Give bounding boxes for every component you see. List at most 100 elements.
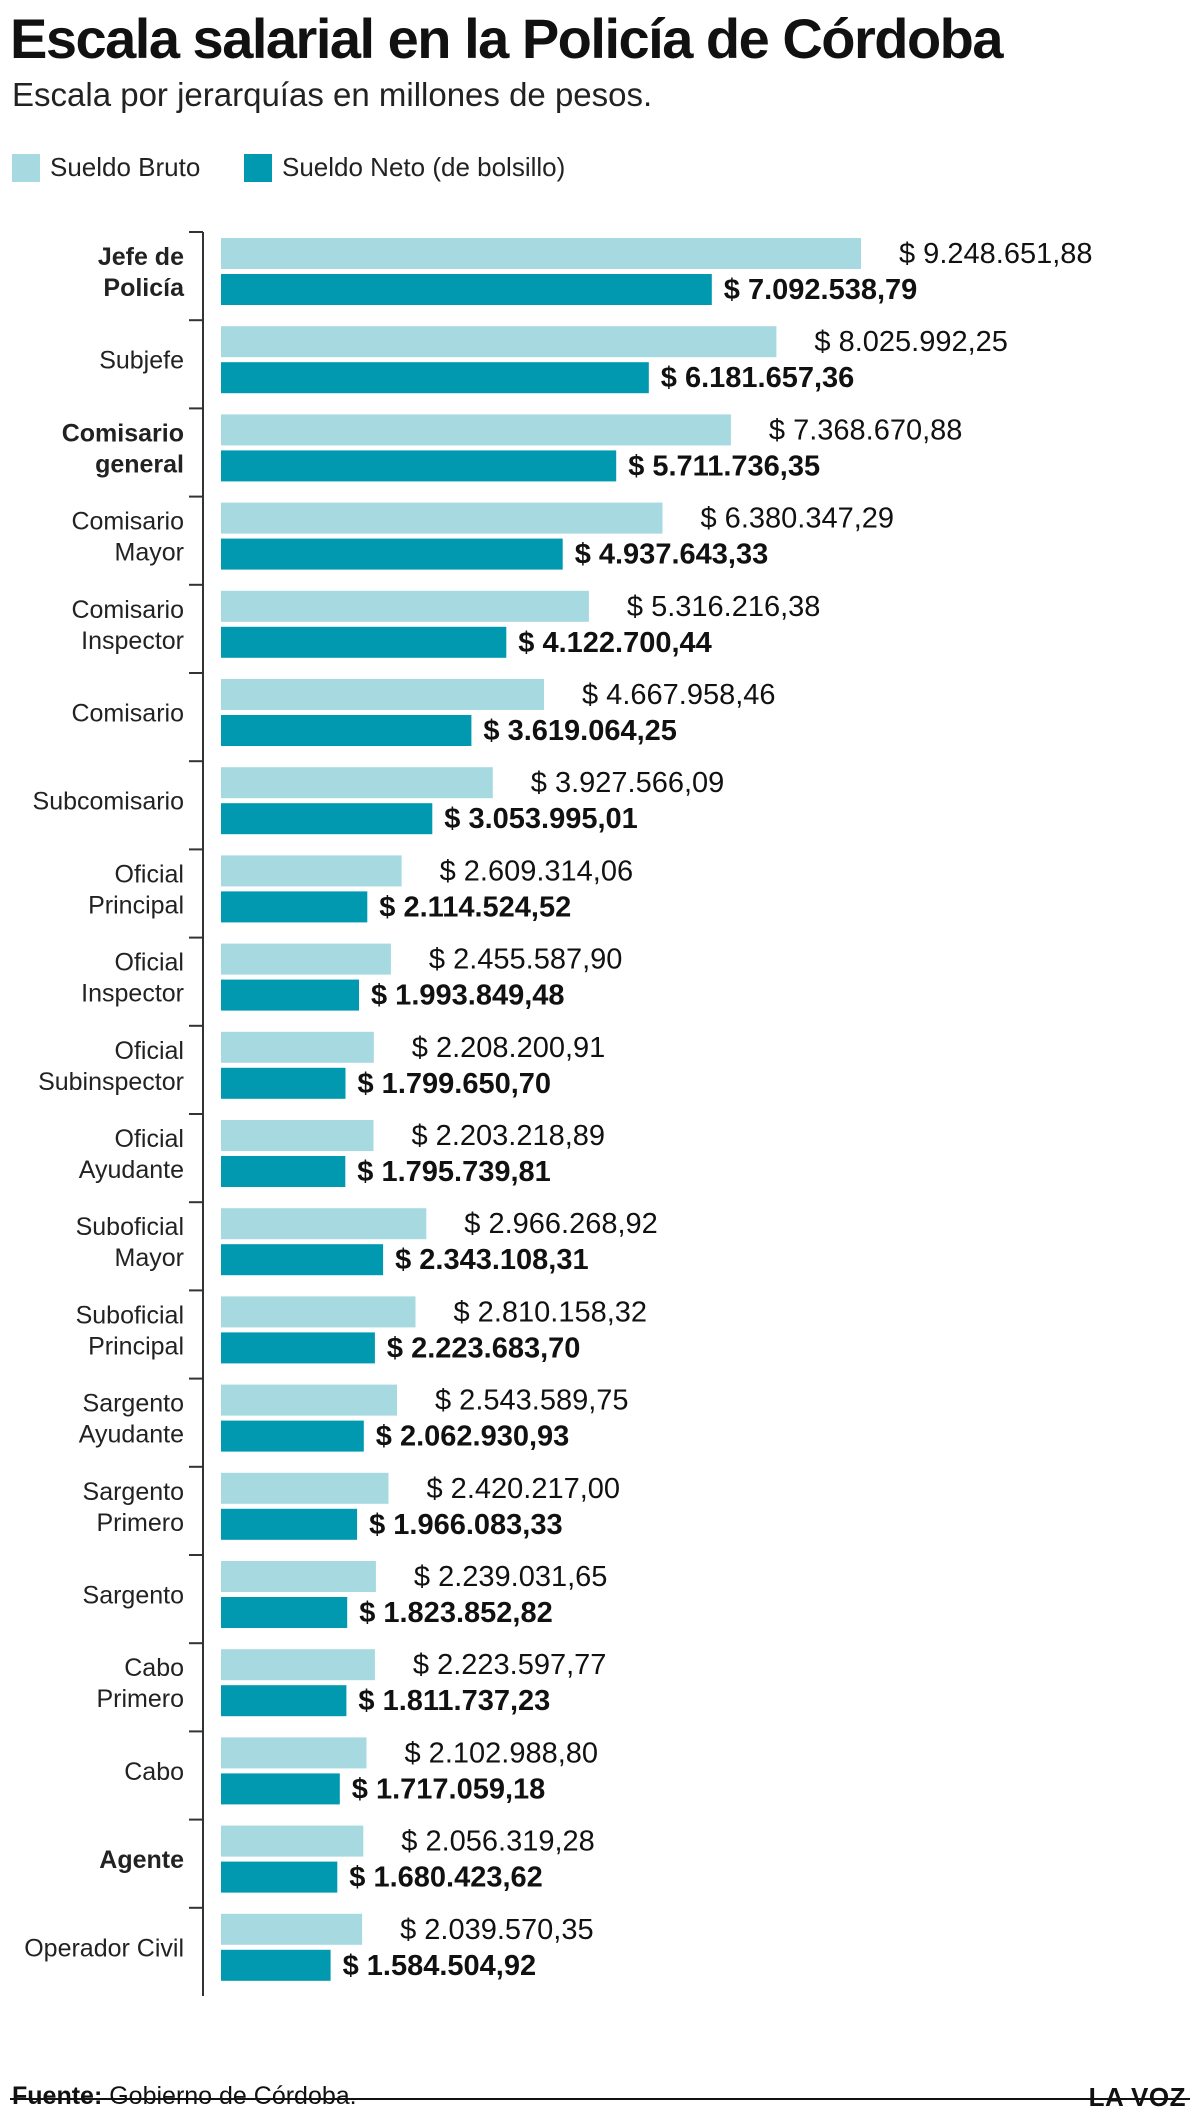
data-label-bruto: $ 2.609.314,06 bbox=[440, 855, 634, 887]
data-label-bruto: $ 9.248.651,88 bbox=[899, 238, 1093, 270]
bar-neto bbox=[221, 715, 472, 746]
category-label: Operador Civil bbox=[24, 1934, 184, 1962]
bar-bruto bbox=[221, 1472, 389, 1504]
legend-swatch-bruto bbox=[12, 153, 40, 182]
bar-bruto bbox=[221, 1825, 364, 1857]
data-label-neto: $ 1.584.504,92 bbox=[343, 1950, 537, 1982]
bar-neto bbox=[221, 1949, 331, 1981]
category-label: Subjefe bbox=[99, 347, 184, 375]
bar-neto bbox=[221, 274, 712, 305]
category-label: Subinspector bbox=[38, 1068, 184, 1096]
bar-bruto bbox=[221, 238, 861, 269]
category-label: Comisario bbox=[71, 700, 184, 728]
data-label-neto: $ 3.053.995,01 bbox=[444, 803, 638, 835]
source-text: Gobierno de Córdoba. bbox=[109, 2082, 357, 2110]
bar-neto bbox=[221, 1332, 375, 1364]
data-label-neto: $ 1.795.739,81 bbox=[357, 1156, 551, 1188]
bar-neto bbox=[221, 803, 433, 835]
category-label: Subcomisario bbox=[33, 788, 184, 816]
category-label: Principal bbox=[88, 891, 184, 919]
data-label-neto: $ 4.122.700,44 bbox=[518, 627, 712, 659]
data-label-bruto: $ 3.927.566,09 bbox=[531, 767, 725, 799]
legend-swatch-neto bbox=[244, 153, 272, 182]
bar-bruto bbox=[221, 326, 777, 358]
data-label-bruto: $ 2.208.200,91 bbox=[412, 1032, 606, 1064]
footer-divider bbox=[10, 2098, 1190, 2100]
data-label-neto: $ 1.799.650,70 bbox=[358, 1068, 552, 1100]
data-label-bruto: $ 5.316.216,38 bbox=[627, 591, 821, 623]
source-label: Fuente: bbox=[12, 2082, 103, 2110]
data-label-bruto: $ 2.102.988,80 bbox=[405, 1737, 599, 1769]
legend-label-bruto: Sueldo Bruto bbox=[50, 152, 201, 182]
bar-bruto bbox=[221, 1120, 374, 1151]
data-label-neto: $ 1.811.737,23 bbox=[358, 1685, 550, 1717]
category-label: Suboficial bbox=[76, 1301, 184, 1329]
category-label: Primero bbox=[96, 1509, 184, 1537]
data-label-bruto: $ 2.420.217,00 bbox=[427, 1473, 621, 1505]
data-label-neto: $ 2.114.524,52 bbox=[379, 891, 571, 923]
data-label-neto: $ 7.092.538,79 bbox=[724, 274, 918, 306]
bar-bruto bbox=[221, 855, 402, 887]
bar-neto bbox=[221, 979, 359, 1011]
category-label: Comisario bbox=[71, 596, 184, 624]
bar-neto bbox=[221, 450, 617, 482]
bar-neto bbox=[221, 1861, 338, 1893]
data-label-bruto: $ 4.667.958,46 bbox=[582, 679, 776, 711]
bar-bruto bbox=[221, 1913, 363, 1945]
bar-neto bbox=[221, 538, 563, 570]
category-label: Sargento bbox=[83, 1582, 184, 1610]
legend-item-bruto: Sueldo Bruto bbox=[12, 152, 200, 183]
bar-bruto bbox=[221, 590, 589, 622]
bar-bruto bbox=[221, 414, 731, 446]
category-label: Policía bbox=[103, 274, 185, 302]
category-label: Oficial bbox=[115, 1037, 184, 1065]
data-label-bruto: $ 2.056.319,28 bbox=[401, 1826, 595, 1858]
category-label: Ayudante bbox=[79, 1156, 184, 1184]
bar-neto bbox=[221, 1420, 364, 1452]
bar-bruto bbox=[221, 1737, 367, 1769]
data-label-neto: $ 1.680.423,62 bbox=[349, 1862, 543, 1894]
data-label-bruto: $ 2.966.268,92 bbox=[464, 1208, 658, 1240]
chart-subtitle: Escala por jerarquías en millones de pes… bbox=[12, 76, 653, 113]
bar-bruto bbox=[221, 767, 493, 799]
data-label-neto: $ 4.937.643,33 bbox=[575, 539, 769, 571]
category-label: Jefe de bbox=[98, 243, 184, 271]
category-label: Oficial bbox=[115, 1125, 184, 1153]
bar-neto bbox=[221, 626, 507, 658]
category-label: Comisario bbox=[71, 508, 184, 536]
bar-bruto bbox=[221, 1561, 376, 1592]
data-label-neto: $ 2.343.108,31 bbox=[395, 1244, 589, 1276]
bar-bruto bbox=[221, 1384, 397, 1416]
bar-neto bbox=[221, 362, 649, 394]
bar-bruto bbox=[221, 1296, 416, 1328]
data-label-neto: $ 3.619.064,25 bbox=[483, 715, 677, 747]
category-label: Suboficial bbox=[76, 1213, 184, 1241]
data-label-bruto: $ 8.025.992,25 bbox=[814, 326, 1008, 358]
data-label-neto: $ 1.966.083,33 bbox=[369, 1509, 563, 1541]
legend-label-neto: Sueldo Neto (de bolsillo) bbox=[282, 152, 566, 182]
bar-bruto bbox=[221, 1649, 375, 1681]
data-label-neto: $ 5.711.736,35 bbox=[628, 450, 820, 482]
data-label-bruto: $ 2.223.597,77 bbox=[413, 1649, 607, 1681]
data-label-neto: $ 1.823.852,82 bbox=[359, 1597, 553, 1629]
category-label: Sargento bbox=[83, 1390, 184, 1418]
data-label-bruto: $ 2.203.218,89 bbox=[412, 1120, 606, 1152]
bar-neto bbox=[221, 1244, 384, 1276]
category-label: Cabo bbox=[124, 1654, 184, 1682]
data-label-neto: $ 2.062.930,93 bbox=[376, 1421, 570, 1453]
category-label: Oficial bbox=[115, 860, 184, 888]
legend-item-neto: Sueldo Neto (de bolsillo) bbox=[244, 152, 565, 183]
source-note: Fuente: Gobierno de Córdoba. bbox=[12, 2082, 357, 2111]
category-label: Mayor bbox=[115, 539, 184, 567]
data-label-bruto: $ 2.543.589,75 bbox=[435, 1385, 629, 1417]
bar-neto bbox=[221, 1685, 347, 1717]
category-label: Inspector bbox=[81, 627, 184, 655]
category-label: Sargento bbox=[83, 1478, 184, 1506]
bar-neto bbox=[221, 891, 368, 923]
data-label-bruto: $ 2.810.158,32 bbox=[454, 1296, 648, 1328]
category-label: Primero bbox=[96, 1685, 184, 1713]
data-label-bruto: $ 2.455.587,90 bbox=[429, 944, 623, 976]
brand-logo: LA VOZ bbox=[1088, 2082, 1186, 2112]
data-label-neto: $ 2.223.683,70 bbox=[387, 1332, 581, 1364]
bar-bruto bbox=[221, 1208, 427, 1240]
